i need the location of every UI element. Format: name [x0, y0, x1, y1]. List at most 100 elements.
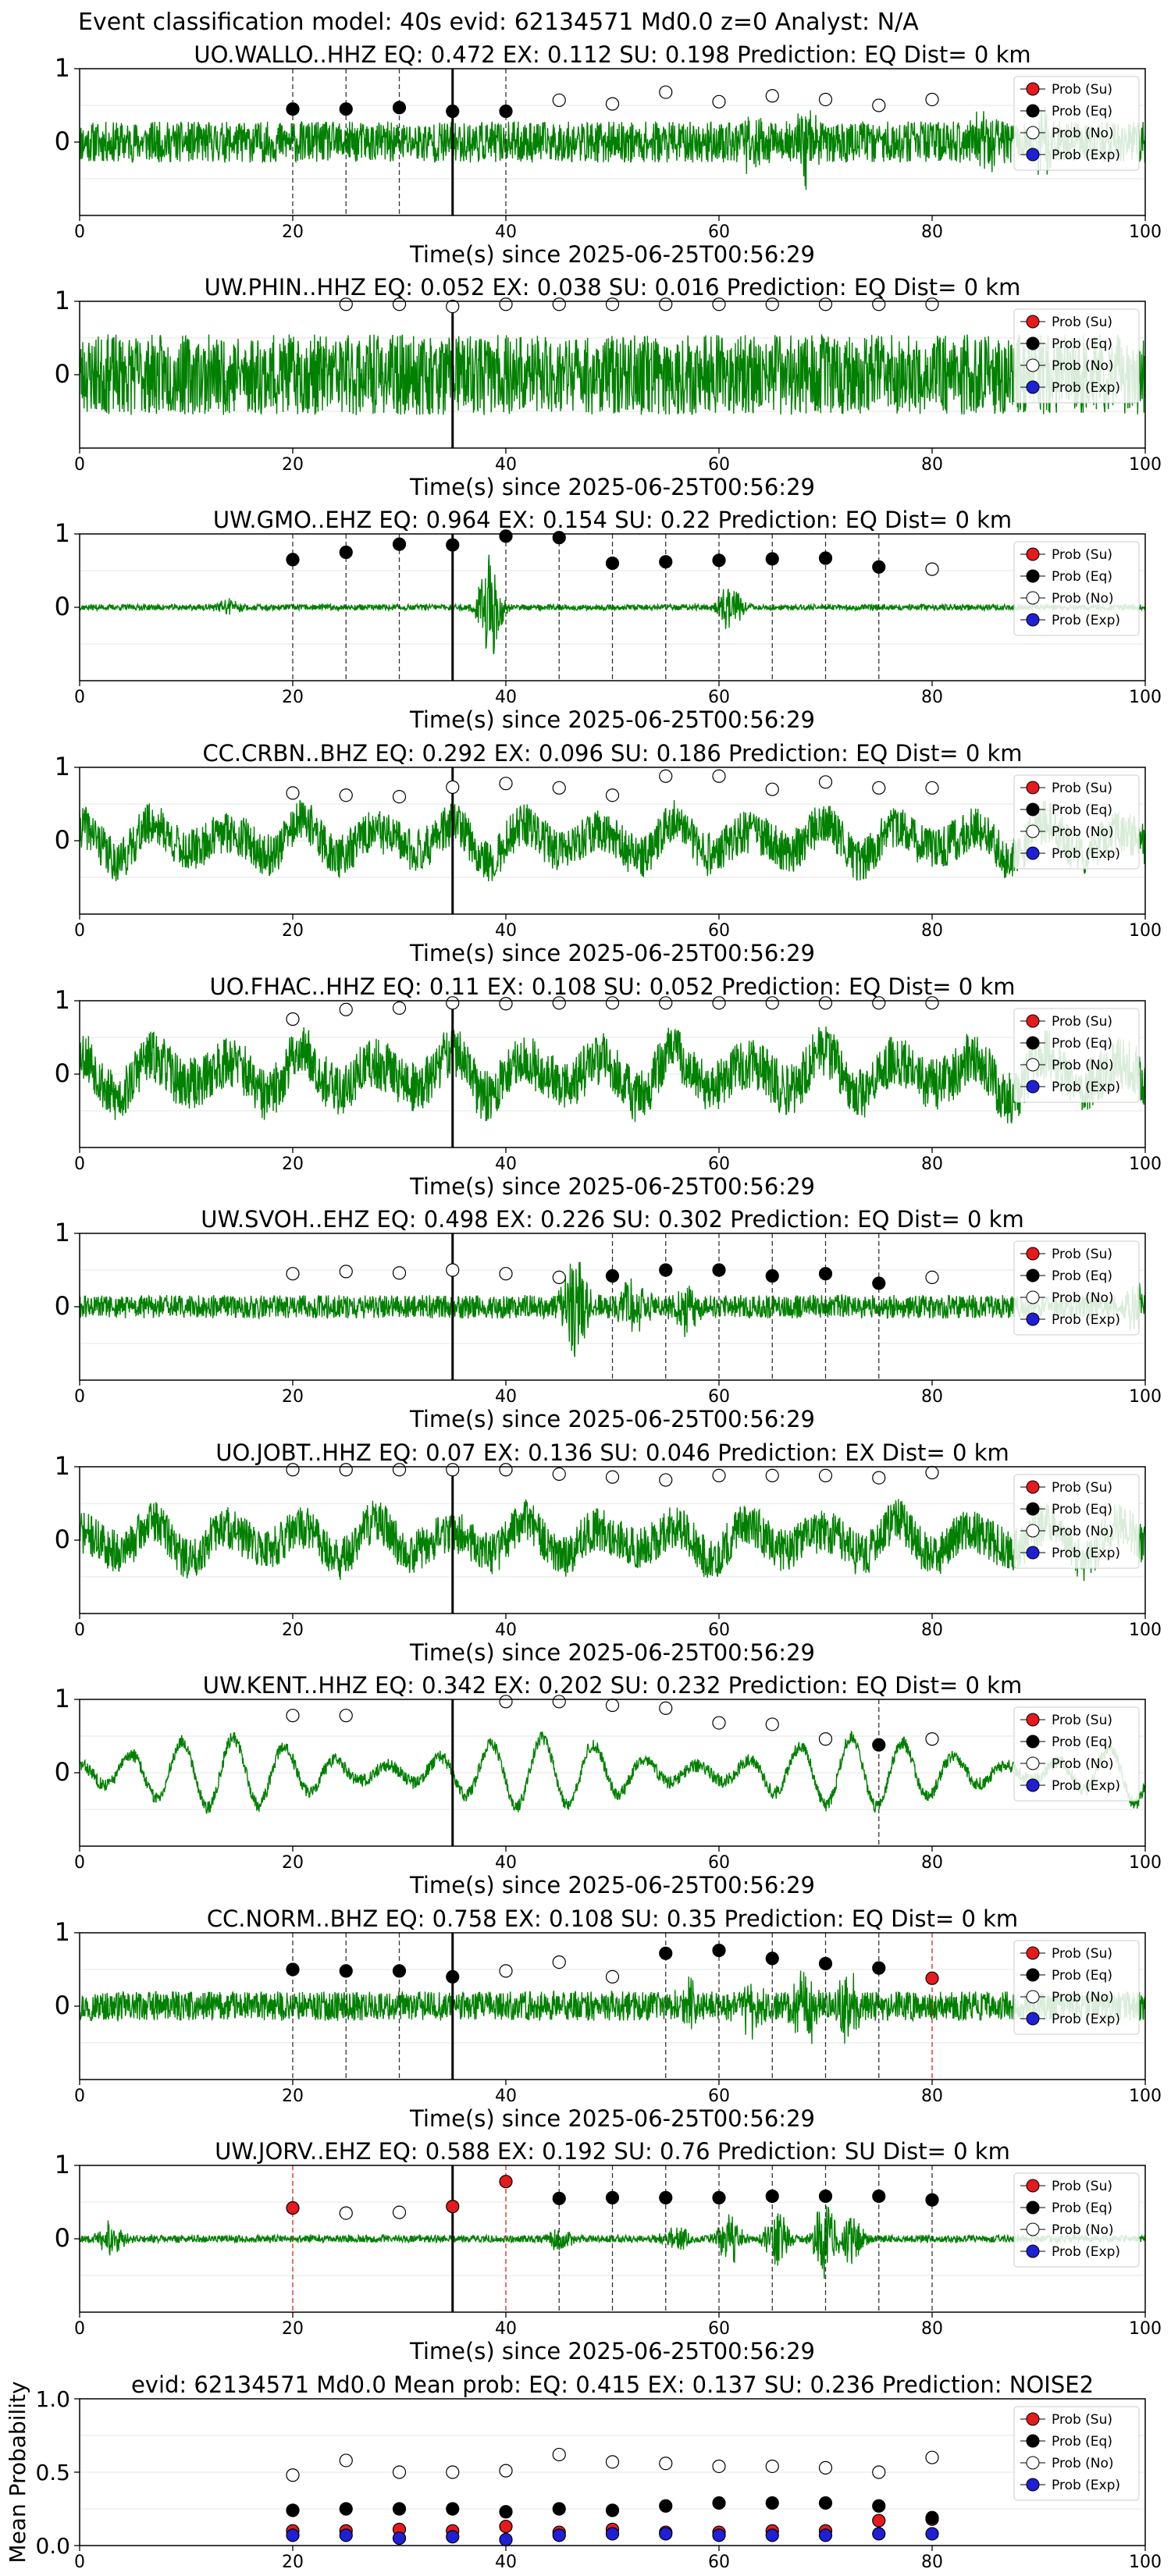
- prob-marker-no: [765, 89, 779, 103]
- x-axis-label: Time(s) since 2025-06-25T00:56:29: [409, 241, 815, 268]
- prob-marker-no: [818, 1732, 833, 1746]
- prob-marker-no: [286, 1267, 300, 1281]
- y-tick-label: 1: [55, 518, 70, 548]
- legend-marker-eq: [1026, 802, 1040, 817]
- prob-marker-no: [392, 1463, 407, 1477]
- prob-marker-eq: [818, 1267, 833, 1281]
- y-tick-label: 0: [55, 1991, 70, 2020]
- x-tick-label: 20: [282, 2087, 304, 2106]
- legend-label-su: Prob (Su): [1052, 315, 1112, 330]
- legend-label-eq: Prob (Eq): [1052, 802, 1112, 818]
- prob-marker-no: [392, 297, 407, 311]
- mean-marker-eq: [605, 2503, 620, 2517]
- prob-marker-no: [392, 1001, 407, 1016]
- panel-title: UW.GMO..EHZ EQ: 0.964 EX: 0.154 SU: 0.22…: [213, 507, 1012, 533]
- legend-label-exp: Prob (Exp): [1052, 613, 1120, 628]
- prob-marker-su: [446, 2200, 460, 2214]
- plot-area: [80, 69, 1145, 215]
- legend-label-no: Prob (No): [1052, 1058, 1114, 1073]
- panel-2: UW.PHIN..HHZ EQ: 0.052 EX: 0.038 SU: 0.0…: [55, 274, 1162, 500]
- legend-marker-su: [1026, 1480, 1040, 1494]
- prob-marker-no: [499, 997, 513, 1011]
- x-axis-label: Time(s) since 2025-06-25T00:56:29: [409, 706, 815, 733]
- panel-1: UO.WALLO..HHZ EQ: 0.472 EX: 0.112 SU: 0.…: [55, 41, 1162, 268]
- x-tick-label: 100: [1129, 688, 1162, 707]
- mean-marker-exp: [925, 2527, 939, 2541]
- mean-marker-no: [712, 2459, 726, 2474]
- prob-marker-no: [872, 781, 886, 795]
- prob-marker-eq: [712, 1263, 726, 1277]
- prob-marker-eq: [872, 560, 886, 574]
- prob-marker-no: [552, 297, 566, 311]
- mean-marker-exp: [712, 2528, 726, 2542]
- x-tick-label: 0: [74, 455, 85, 475]
- legend-marker-exp: [1026, 846, 1040, 860]
- x-tick-label: 80: [921, 455, 943, 475]
- waveform-trace: [80, 1498, 1145, 1582]
- legend-marker-su: [1026, 1713, 1040, 1727]
- x-tick-label: 40: [495, 688, 517, 707]
- legend-label-no: Prob (No): [1052, 358, 1114, 374]
- legend-marker-eq: [1026, 1268, 1040, 1283]
- prob-marker-no: [552, 1467, 566, 1482]
- prob-marker-eq: [286, 553, 300, 567]
- legend-marker-exp: [1026, 1312, 1040, 1326]
- x-tick-label: 60: [708, 2319, 730, 2339]
- prob-marker-no: [872, 996, 886, 1010]
- legend-marker-su: [1026, 781, 1040, 795]
- panel-title: CC.NORM..BHZ EQ: 0.758 EX: 0.108 SU: 0.3…: [207, 1905, 1018, 1932]
- prob-marker-no: [605, 97, 620, 111]
- mean-marker-no: [872, 2465, 886, 2479]
- y-tick-label: 0: [55, 1291, 70, 1321]
- panel-4: CC.CRBN..BHZ EQ: 0.292 EX: 0.096 SU: 0.1…: [55, 740, 1162, 966]
- figure-suptitle: Event classification model: 40s evid: 62…: [78, 9, 919, 36]
- legend-label-exp: Prob (Exp): [1052, 1546, 1120, 1561]
- panel-title: UO.WALLO..HHZ EQ: 0.472 EX: 0.112 SU: 0.…: [194, 41, 1030, 68]
- prob-marker-eq: [765, 552, 779, 566]
- x-tick-label: 40: [495, 455, 517, 475]
- legend-label-su: Prob (Su): [1052, 781, 1112, 796]
- legend-box: [1013, 308, 1140, 404]
- prob-marker-no: [765, 996, 779, 1010]
- panel-title: evid: 62134571 Md0.0 Mean prob: EQ: 0.41…: [131, 2371, 1094, 2398]
- x-tick-label: 100: [1129, 921, 1162, 941]
- prob-marker-no: [872, 98, 886, 112]
- prob-marker-no: [925, 996, 939, 1010]
- panel-5: UO.FHAC..HHZ EQ: 0.11 EX: 0.108 SU: 0.05…: [55, 973, 1162, 1200]
- y-tick-label: 1: [55, 2150, 70, 2179]
- legend-marker-su: [1026, 2412, 1040, 2426]
- mean-marker-eq: [712, 2496, 726, 2510]
- mean-marker-eq: [552, 2502, 566, 2516]
- prob-marker-no: [605, 1698, 620, 1713]
- prob-marker-no: [499, 1463, 513, 1477]
- x-tick-label: 100: [1129, 2087, 1162, 2106]
- legend-label-eq: Prob (Eq): [1052, 1268, 1112, 1284]
- y-tick-label: 0: [55, 592, 70, 621]
- prob-marker-no: [712, 1716, 726, 1730]
- prob-marker-no: [712, 1468, 726, 1482]
- legend-marker-eq: [1026, 1735, 1040, 1749]
- legend-box: [1013, 2406, 1140, 2501]
- legend-marker-no: [1026, 2456, 1040, 2470]
- legend-label-eq: Prob (Eq): [1052, 104, 1112, 119]
- mean-marker-su: [499, 2519, 513, 2534]
- mean-marker-eq: [286, 2503, 300, 2517]
- mean-marker-no: [392, 2465, 407, 2479]
- waveform-trace: [80, 1970, 1145, 2044]
- prob-marker-no: [712, 996, 726, 1010]
- prob-marker-eq: [339, 545, 353, 560]
- prob-marker-no: [712, 297, 726, 311]
- prob-marker-eq: [446, 104, 460, 119]
- prob-marker-no: [392, 2205, 407, 2219]
- x-tick-label: 0: [74, 688, 85, 707]
- x-tick-label: 0: [74, 1155, 85, 1174]
- prob-marker-eq: [659, 555, 673, 569]
- waveform-trace: [80, 2205, 1145, 2279]
- y-tick-label: 0: [55, 1525, 70, 1554]
- panel-title: CC.CRBN..BHZ EQ: 0.292 EX: 0.096 SU: 0.1…: [202, 740, 1022, 767]
- x-tick-label: 0: [74, 222, 85, 242]
- mean-marker-eq: [872, 2499, 886, 2513]
- prob-marker-eq: [765, 1268, 779, 1283]
- prob-marker-eq: [392, 1964, 407, 1978]
